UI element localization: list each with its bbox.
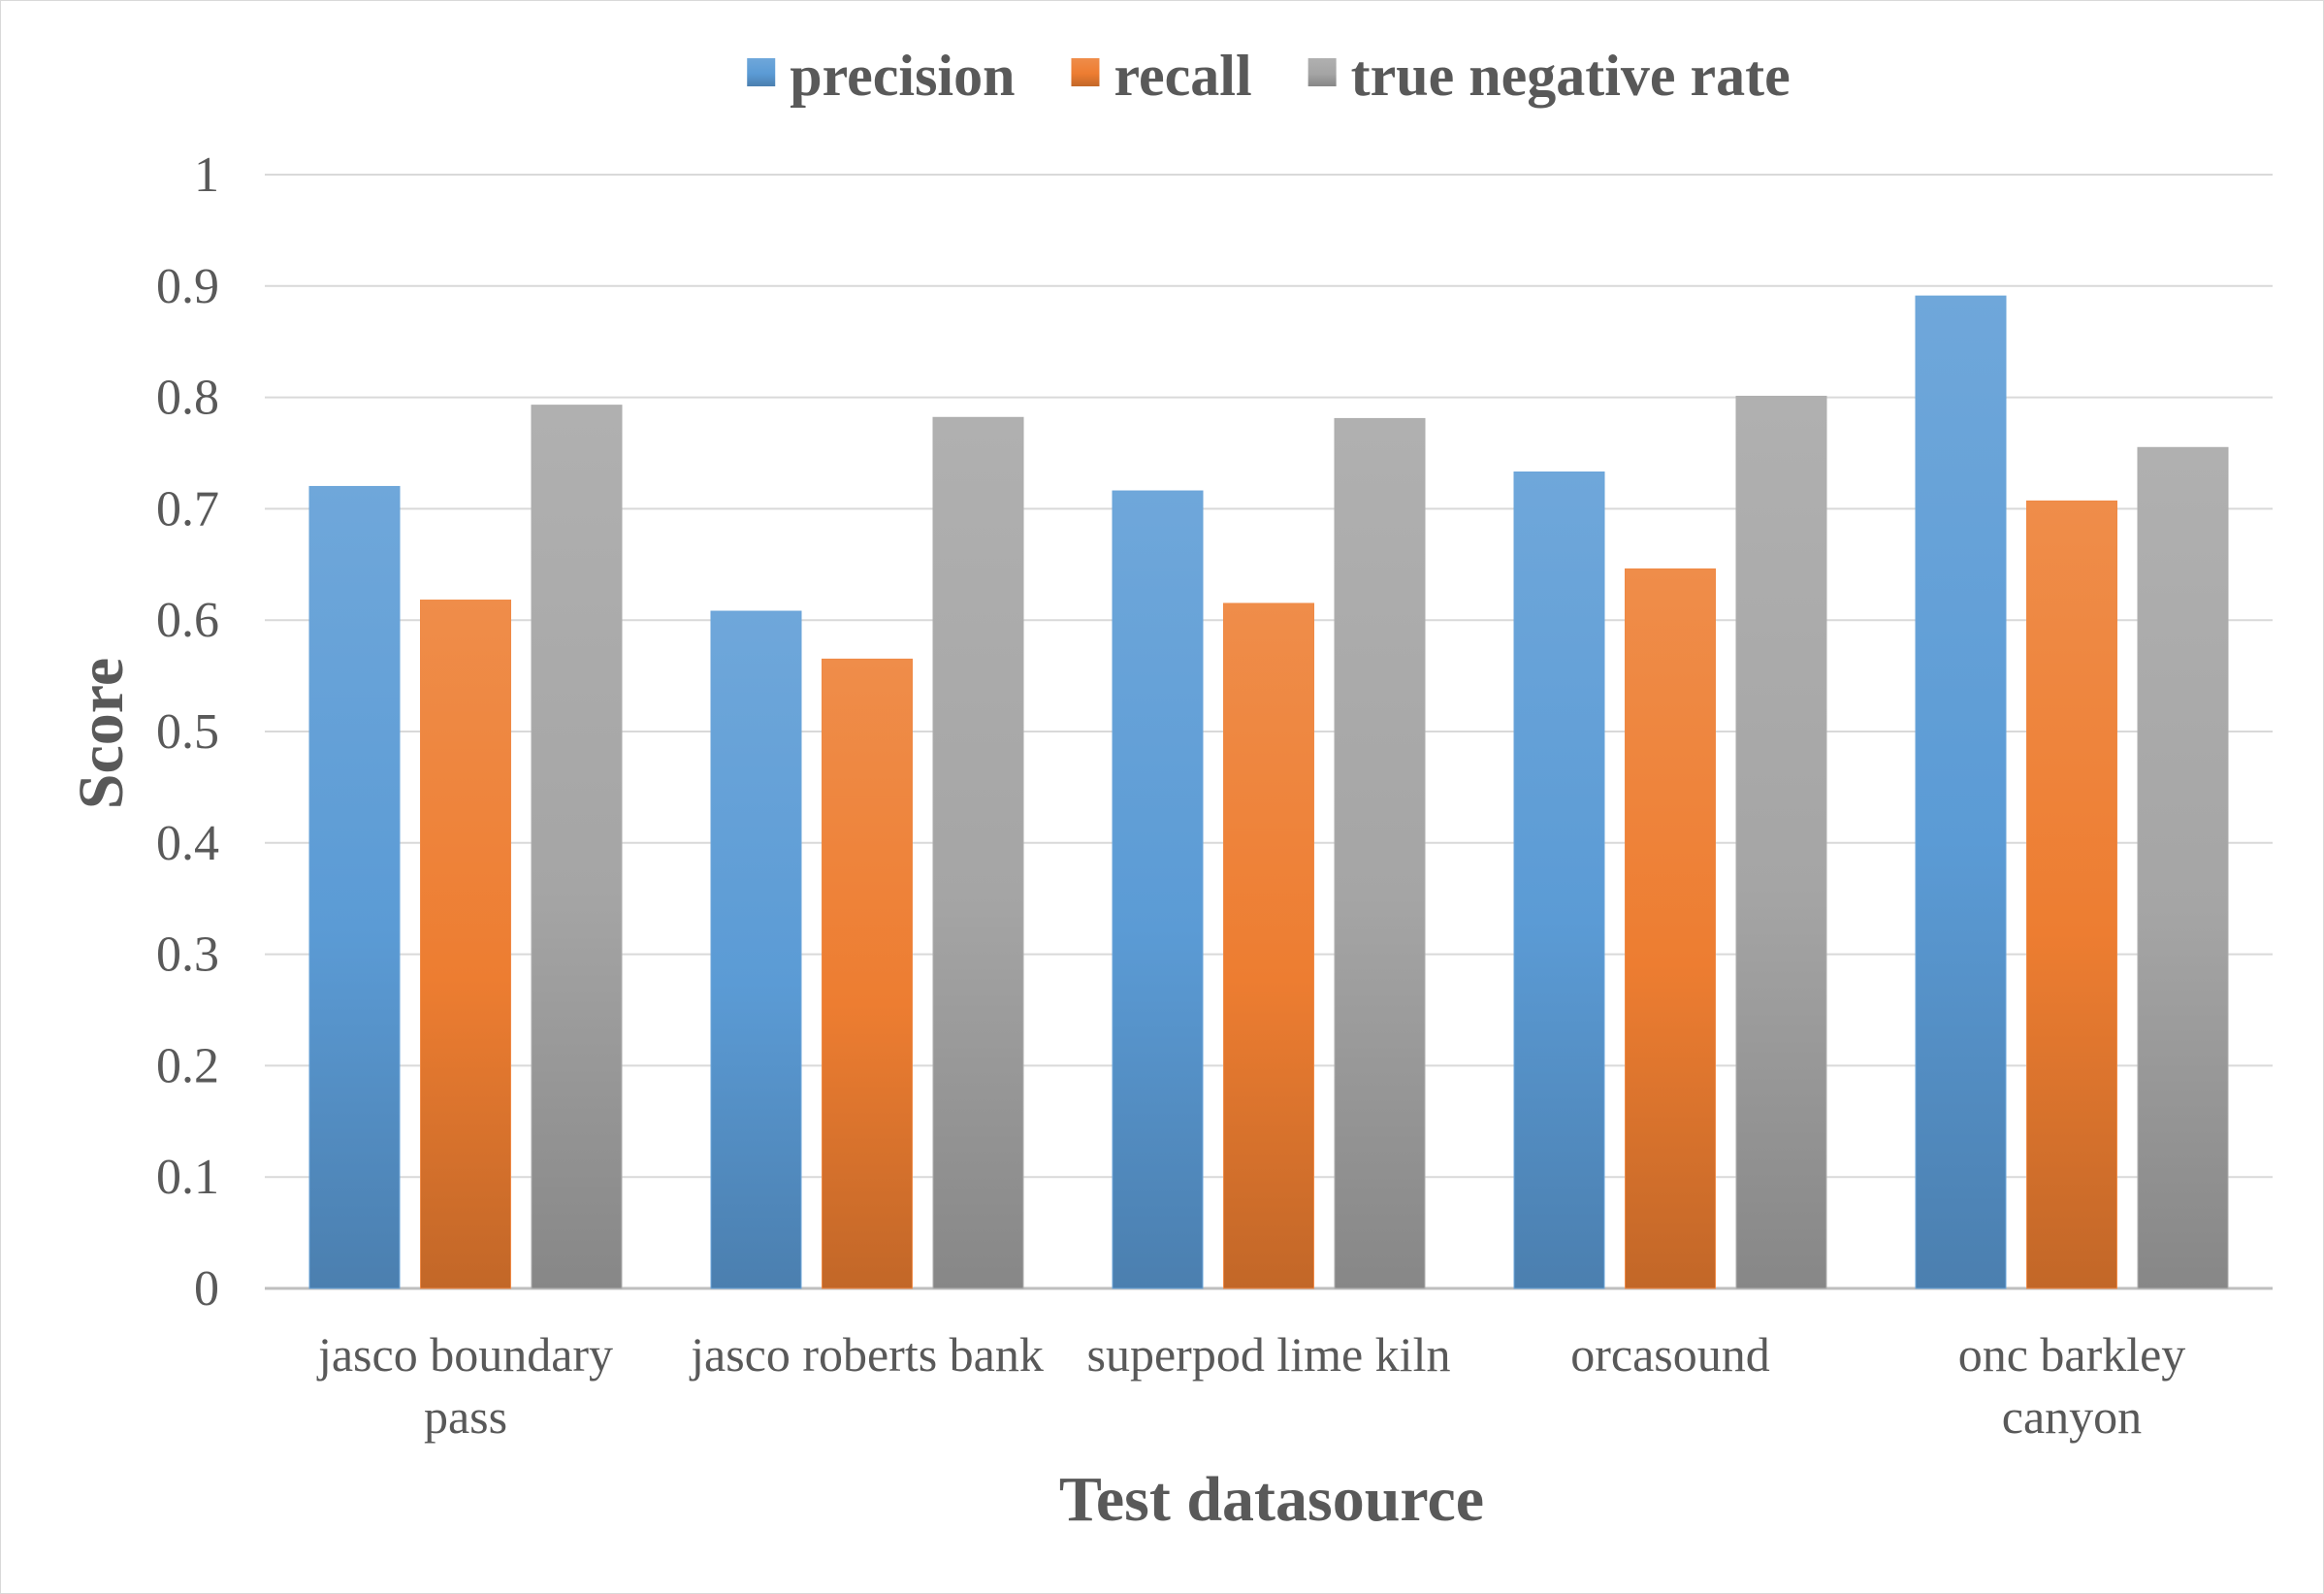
bar-true-negative-rate-3 [1334, 417, 1426, 1289]
y-tick-label: 0.3 [156, 927, 219, 983]
x-category-label: jasco roberts bank [689, 1327, 1044, 1382]
bar-recall-1 [420, 600, 511, 1289]
y-axis-title: Score [66, 658, 137, 809]
y-tick-label: 1 [194, 147, 219, 203]
legend-label: true negative rate [1351, 44, 1791, 108]
bar-precision-1 [308, 485, 401, 1289]
legend-swatch [747, 58, 776, 86]
legend-swatch [1071, 58, 1100, 86]
y-tick-label: 0.2 [156, 1038, 219, 1093]
bar-recall-4 [1625, 568, 1716, 1289]
bar-precision-4 [1513, 472, 1605, 1289]
x-category-label: superpod lime kiln [1087, 1327, 1451, 1382]
x-category-label: orcasound [1570, 1327, 1770, 1382]
y-tick-label: 0.5 [156, 704, 219, 760]
bar-true-negative-rate-4 [1735, 395, 1827, 1289]
x-axis-categories: jasco boundary pass jasco roberts bank supe… [316, 1327, 2185, 1444]
x-category-label: onc barkley canyon [1958, 1327, 2186, 1444]
y-tick-label: 0.4 [156, 816, 219, 871]
bar-recall-5 [2026, 500, 2117, 1289]
legend-swatch [1307, 58, 1337, 86]
legend-item: recall [1071, 44, 1252, 108]
legend-item: true negative rate [1307, 44, 1791, 108]
bar-precision-3 [1112, 490, 1204, 1289]
bar-true-negative-rate-2 [932, 416, 1024, 1289]
legend-item: precision [747, 44, 1015, 108]
bar-recall-2 [822, 658, 913, 1289]
bar-true-negative-rate-1 [531, 405, 623, 1289]
y-tick-label: 0.6 [156, 593, 219, 648]
x-category-label: jasco boundary pass [316, 1327, 613, 1444]
y-axis-ticks: 0 0.1 0.2 0.3 0.4 0.5 0.6 0.7 0.8 0.9 1 [156, 147, 219, 1317]
bar-precision-2 [710, 610, 802, 1289]
x-axis-title: Test datasource [1059, 1464, 1484, 1535]
y-tick-label: 0.9 [156, 259, 219, 314]
legend-label: precision [790, 44, 1015, 108]
y-tick-label: 0.1 [156, 1150, 219, 1205]
bar-true-negative-rate-5 [2137, 446, 2229, 1289]
bar-recall-3 [1223, 602, 1314, 1289]
y-tick-label: 0.8 [156, 371, 219, 426]
legend-label: recall [1114, 44, 1251, 108]
bars [308, 295, 2229, 1289]
y-tick-label: 0 [194, 1261, 219, 1317]
bar-precision-5 [1915, 295, 2007, 1289]
legend: precision recall true negative rate [747, 44, 1791, 108]
y-tick-label: 0.7 [156, 481, 219, 537]
